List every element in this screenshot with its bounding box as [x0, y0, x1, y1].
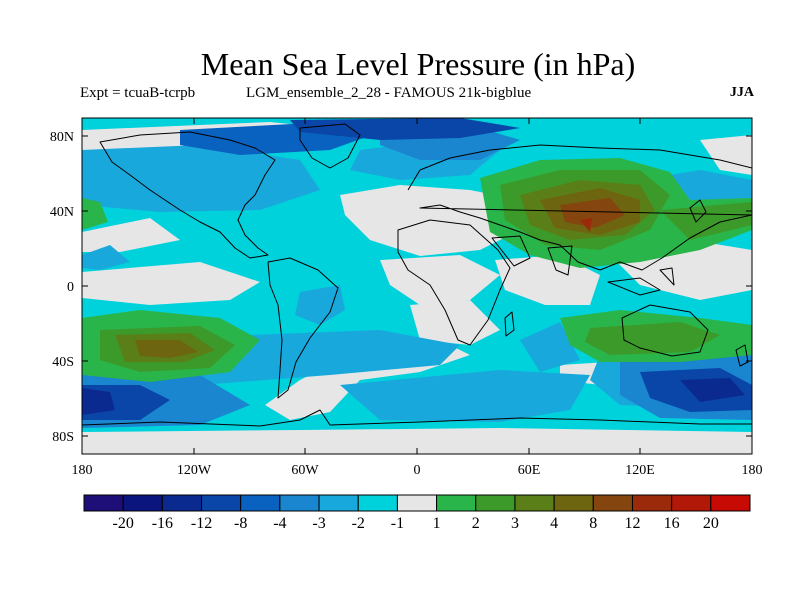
colorbar-swatch	[631, 494, 673, 512]
lon-tick-label: 120E	[625, 463, 655, 478]
colorbar-label: -20	[113, 515, 134, 532]
colorbar-label: -4	[273, 515, 286, 532]
colorbar-label: -1	[391, 515, 404, 532]
colorbar-swatch	[436, 494, 477, 512]
colorbar-label: 1	[433, 515, 441, 532]
pressure-anomaly-field	[82, 118, 752, 454]
colorbar-swatch	[710, 494, 751, 512]
lon-tick-label: 180	[72, 463, 93, 478]
colorbar-swatch	[318, 494, 359, 512]
colorbar-swatch	[240, 494, 281, 512]
colorbar-swatch	[122, 494, 163, 512]
colorbar-swatch	[514, 494, 555, 512]
colorbar-label: 8	[589, 515, 597, 532]
colorbar-label: -2	[352, 515, 365, 532]
colorbar: -20 -16 -12 -8 -4 -3 -2 -1 1 2 3 4 8 12 16 20	[83, 494, 751, 532]
lat-axis: 80N 40N 0 40S 80S	[50, 130, 752, 445]
colorbar-swatch	[396, 494, 438, 512]
lon-tick-label: 120W	[177, 463, 212, 478]
colorbar-label: -8	[234, 515, 247, 532]
lon-tick-label: 60E	[518, 463, 541, 478]
colorbar-swatch	[83, 494, 124, 512]
colorbar-swatch	[671, 494, 712, 512]
lon-axis: 180 120W 60W 0 60E 120E 180	[72, 118, 763, 478]
colorbar-label: -12	[191, 515, 212, 532]
coastlines	[82, 123, 752, 427]
colorbar-swatch	[201, 494, 242, 512]
lat-tick-label: 80S	[52, 430, 74, 445]
lat-tick-label: 40N	[50, 205, 74, 220]
colorbar-label: -3	[312, 515, 325, 532]
colorbar-label: 4	[550, 515, 558, 532]
run-label: LGM_ensemble_2_28 - FAMOUS 21k-bigblue	[246, 85, 532, 101]
lat-tick-label: 40S	[52, 355, 74, 370]
colorbar-swatch	[161, 494, 203, 512]
experiment-label: Expt = tcuaB-tcrpb	[80, 85, 196, 101]
colorbar-swatch	[279, 494, 320, 512]
colorbar-label: -16	[152, 515, 173, 532]
lon-tick-label: 60W	[291, 463, 319, 478]
colorbar-swatch	[357, 494, 398, 512]
lon-tick-label: 180	[742, 463, 763, 478]
colorbar-label: 16	[664, 515, 680, 532]
lon-tick-label: 0	[414, 463, 421, 478]
colorbar-label: 2	[472, 515, 480, 532]
colorbar-swatch	[592, 494, 633, 512]
colorbar-label: 20	[703, 515, 719, 532]
colorbar-swatch	[475, 494, 516, 512]
lat-tick-label: 0	[67, 280, 74, 295]
colorbar-label: 12	[624, 515, 640, 532]
colorbar-label: 3	[511, 515, 519, 532]
colorbar-swatch	[553, 494, 594, 512]
season-label: JJA	[729, 85, 754, 100]
lat-tick-label: 80N	[50, 130, 74, 145]
plot-title: Mean Sea Level Pressure (in hPa)	[200, 46, 636, 82]
